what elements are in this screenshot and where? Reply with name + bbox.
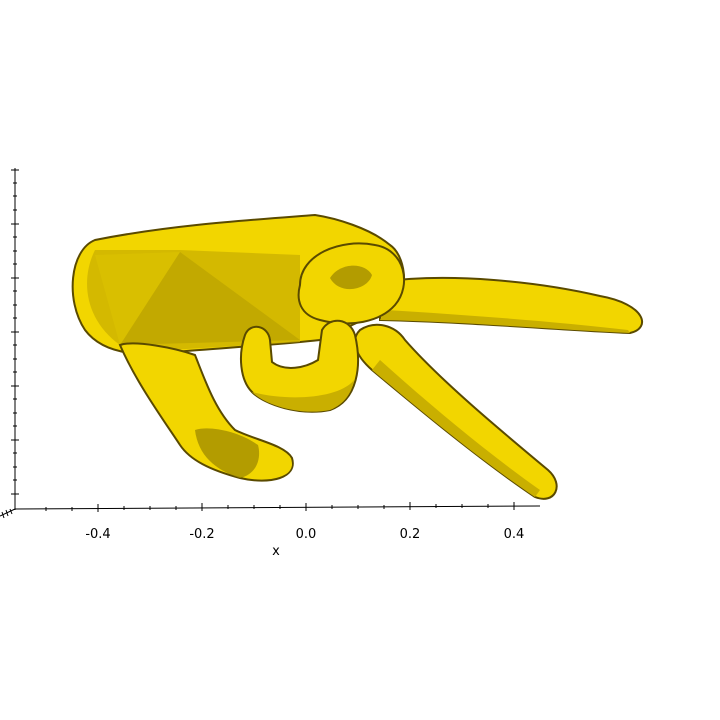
hand-mesh	[71, 213, 643, 500]
middle-finger-shade	[372, 360, 540, 497]
x-tick-label: 0.2	[400, 527, 421, 542]
x-tick-label: -0.2	[189, 527, 214, 542]
x-tick-label: 0.4	[504, 527, 525, 542]
x-axis-line	[14, 505, 541, 510]
x-tick-labels: -0.4 -0.2 0.0 0.2 0.4	[85, 527, 524, 542]
lower-finger-knuckle	[195, 428, 260, 478]
z-axis-stub	[0, 508, 16, 519]
x-tick-label: 0.0	[296, 527, 317, 542]
y-axis-ticks	[11, 169, 19, 495]
lower-finger-tip	[262, 451, 292, 477]
curled-finger-inner	[330, 265, 372, 290]
x-tick-label: -0.4	[85, 527, 110, 542]
palm-shading-facet	[95, 252, 180, 345]
hooked-finger-shade	[252, 380, 354, 412]
axes: -0.4 -0.2 0.0 0.2 0.4 x	[0, 168, 541, 559]
index-finger-shade	[380, 310, 630, 333]
x-axis-label: x	[272, 544, 280, 559]
x-axis-ticks	[45, 502, 515, 512]
middle-finger	[353, 323, 558, 500]
